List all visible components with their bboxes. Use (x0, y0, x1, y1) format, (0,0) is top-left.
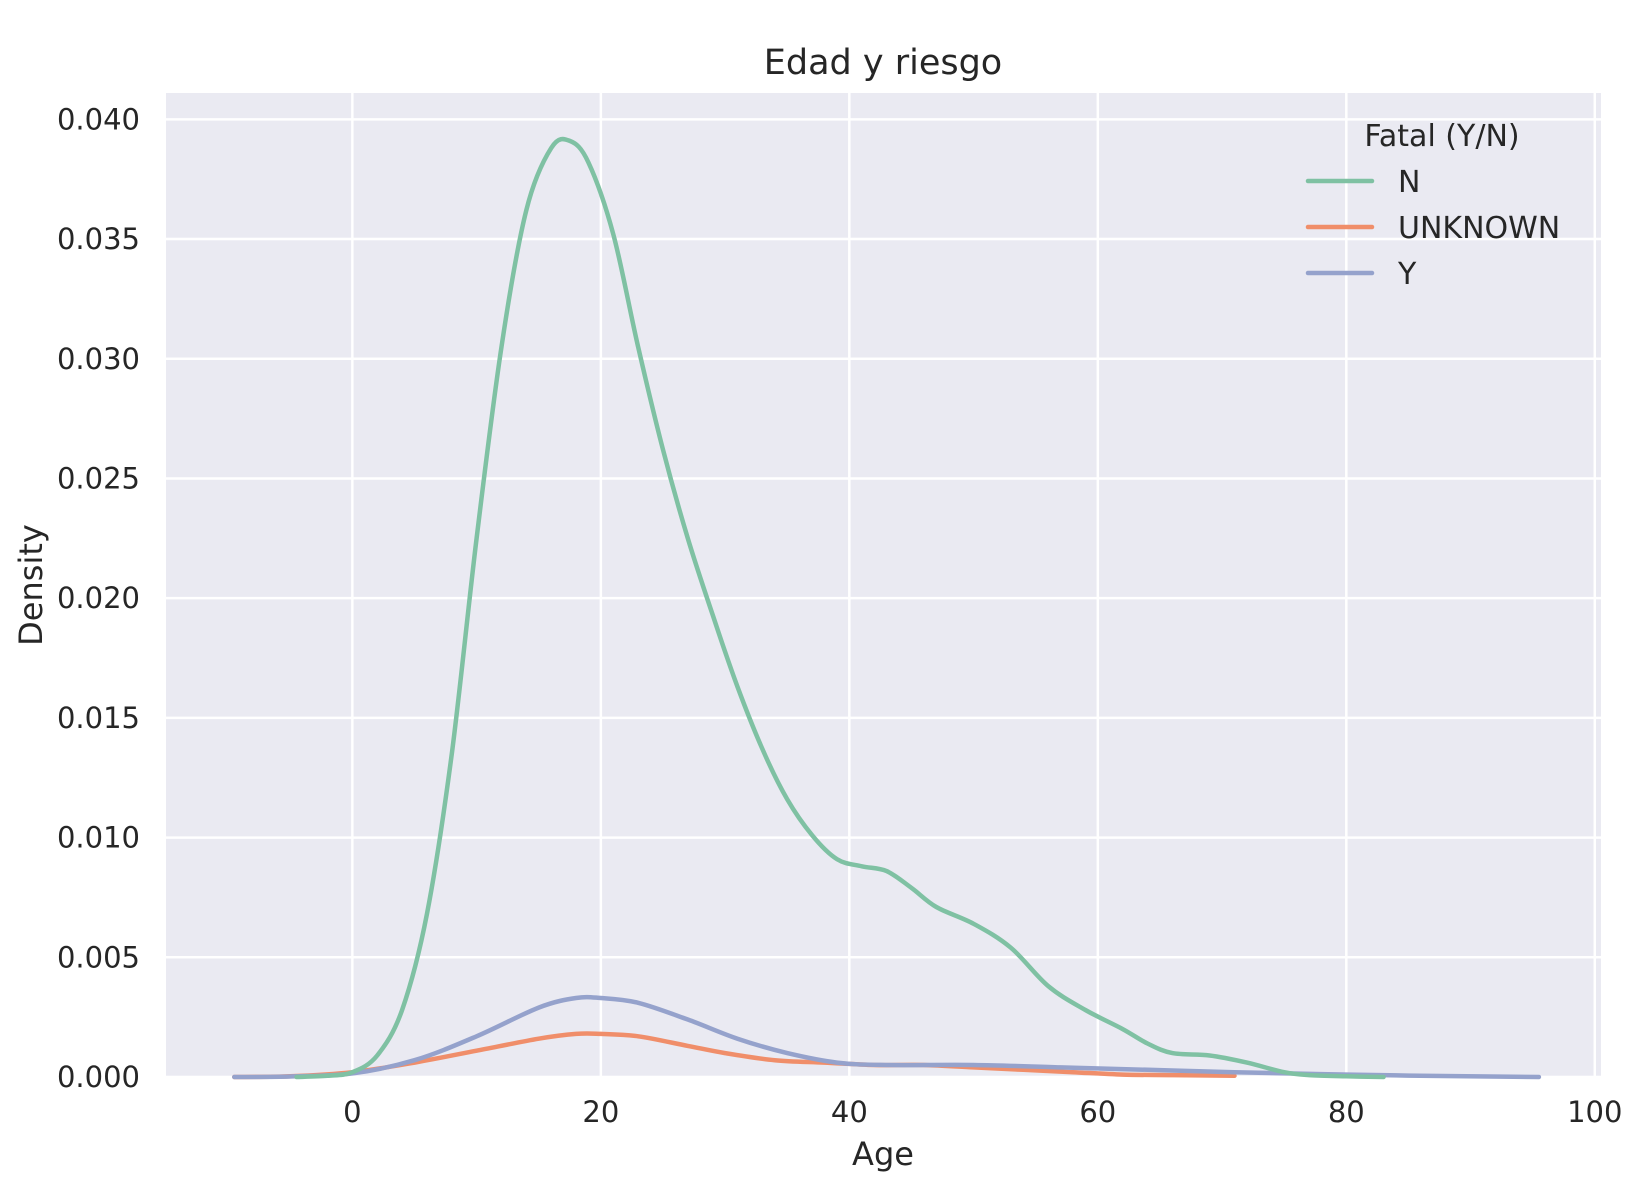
x-tick-label: 20 (582, 1095, 619, 1129)
legend-label-unknown: UNKNOWN (1398, 211, 1560, 246)
y-tick-label: 0.000 (57, 1060, 140, 1094)
x-tick-label: 60 (1079, 1095, 1116, 1129)
y-tick-labels: 0.000 0.005 0.010 0.015 0.020 0.025 0.030 0.035… (57, 102, 140, 1094)
y-tick-label: 0.040 (57, 102, 140, 136)
x-axis-label: Age (852, 1135, 914, 1173)
y-tick-label: 0.020 (57, 581, 140, 615)
plot-background (166, 93, 1601, 1077)
y-tick-label: 0.010 (57, 821, 140, 855)
y-tick-label: 0.015 (57, 701, 140, 735)
x-tick-label: 0 (343, 1095, 361, 1129)
y-axis-label: Density (12, 524, 50, 646)
y-tick-label: 0.005 (57, 940, 140, 974)
grid (166, 93, 1601, 1079)
series-line-n (294, 136, 1386, 1080)
y-tick-label: 0.035 (57, 222, 140, 256)
chart-title: Edad y riesgo (764, 43, 1002, 83)
series-line-y (232, 994, 1542, 1080)
legend-items: N UNKNOWN Y (1305, 165, 1560, 292)
x-tick-label: 100 (1567, 1095, 1622, 1129)
legend-label-n: N (1398, 165, 1420, 200)
y-tick-label: 0.025 (57, 461, 140, 495)
series-line-unknown (232, 1031, 1237, 1080)
legend-title: Fatal (Y/N) (1364, 119, 1519, 154)
x-tick-label: 80 (1328, 1095, 1365, 1129)
x-tick-label: 40 (831, 1095, 868, 1129)
y-tick-label: 0.030 (57, 342, 140, 376)
legend: Fatal (Y/N) N UNKNOWN Y (1305, 119, 1560, 292)
series-lines (232, 136, 1542, 1080)
legend-label-y: Y (1397, 257, 1417, 292)
x-tick-labels: 0 20 40 60 80 100 (343, 1095, 1622, 1129)
